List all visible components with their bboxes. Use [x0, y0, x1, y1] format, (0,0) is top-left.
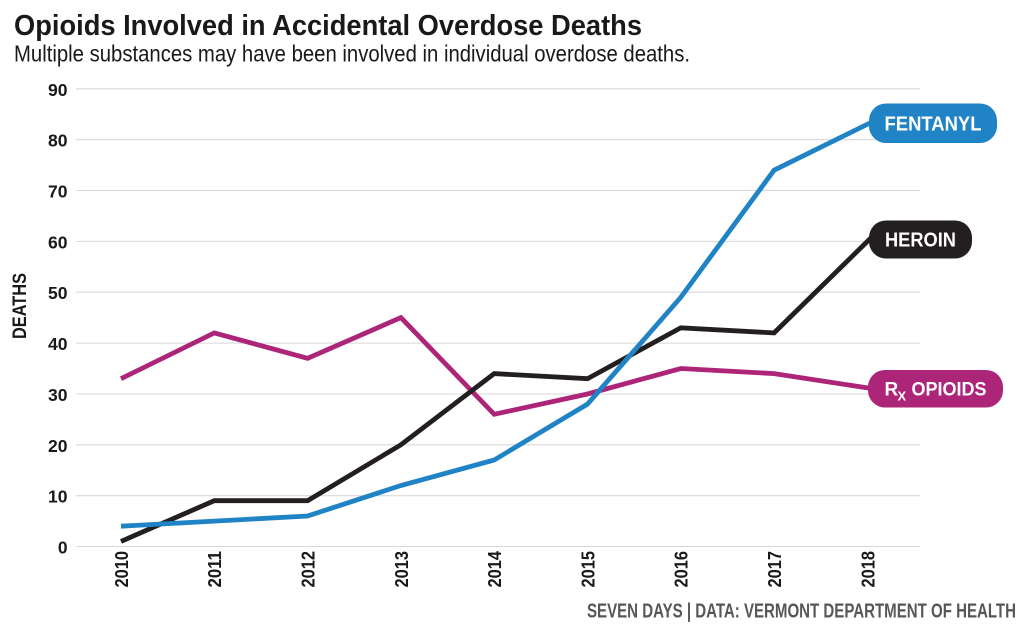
svg-text:2016: 2016 — [671, 551, 692, 588]
svg-text:20: 20 — [48, 436, 68, 456]
svg-text:X: X — [898, 388, 907, 403]
svg-text:2017: 2017 — [764, 551, 785, 588]
svg-text:50: 50 — [48, 283, 68, 303]
svg-text:R: R — [885, 379, 899, 400]
svg-text:SEVEN DAYS | DATA: VERMONT DEP: SEVEN DAYS | DATA: VERMONT DEPARTMENT OF… — [587, 600, 1016, 623]
svg-text:70: 70 — [48, 182, 68, 202]
svg-text:DEATHS: DEATHS — [10, 273, 31, 339]
svg-text:HEROIN: HEROIN — [885, 230, 956, 252]
svg-text:80: 80 — [48, 131, 68, 151]
svg-text:2014: 2014 — [484, 550, 505, 587]
svg-text:10: 10 — [48, 487, 68, 507]
svg-text:90: 90 — [48, 80, 68, 100]
svg-text:2015: 2015 — [577, 551, 598, 588]
svg-text:FENTANYL: FENTANYL — [885, 114, 982, 136]
svg-text:Opioids Involved in Accidental: Opioids Involved in Accidental Overdose … — [14, 10, 642, 42]
svg-text:2010: 2010 — [111, 551, 132, 588]
svg-text:OPIOIDS: OPIOIDS — [907, 379, 987, 400]
svg-text:2018: 2018 — [857, 551, 878, 588]
svg-text:2011: 2011 — [204, 551, 225, 588]
svg-text:0: 0 — [58, 538, 68, 558]
svg-text:60: 60 — [48, 232, 68, 252]
svg-text:30: 30 — [48, 385, 68, 405]
svg-text:2013: 2013 — [391, 551, 412, 588]
svg-text:2012: 2012 — [298, 551, 319, 588]
svg-text:40: 40 — [48, 334, 68, 354]
svg-text:Multiple substances may have b: Multiple substances may have been involv… — [14, 41, 690, 67]
